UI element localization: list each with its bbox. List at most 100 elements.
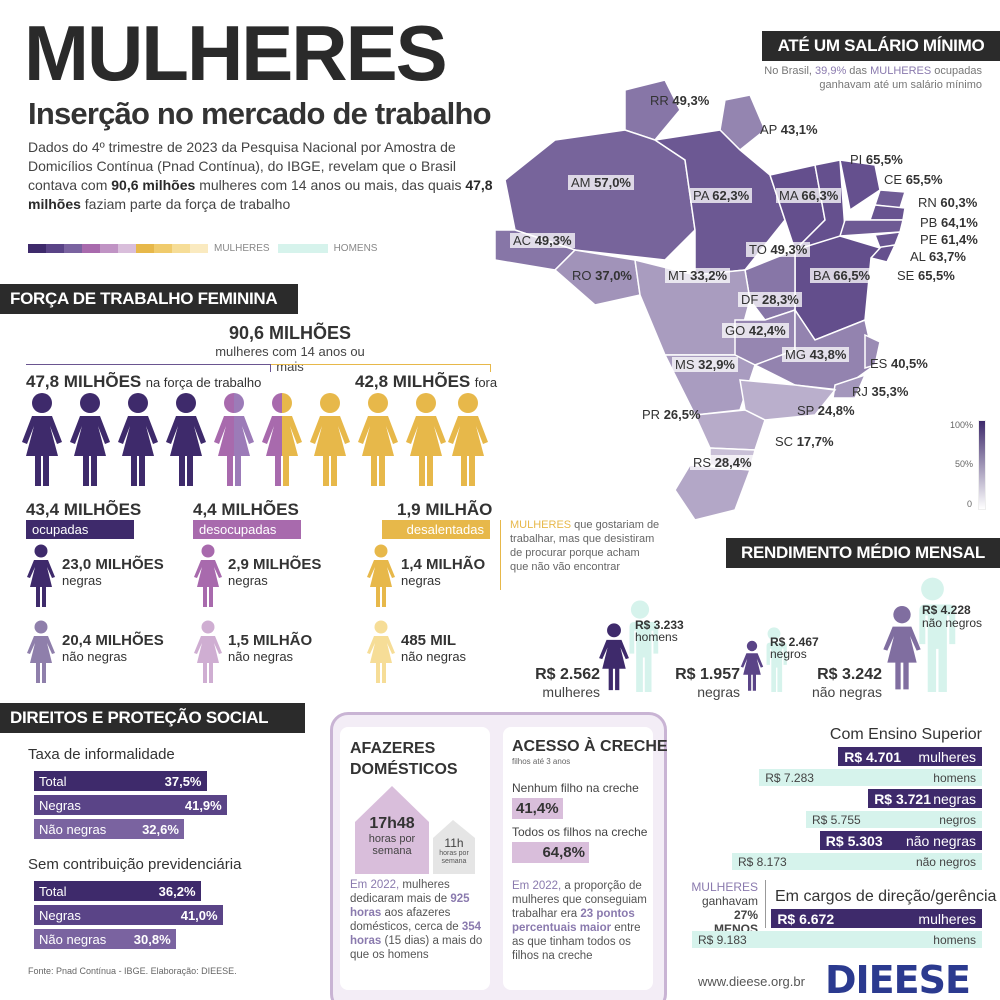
- map-state-value: 49,3%: [672, 93, 710, 108]
- in-force-heading: 47,8 MILHÕES na força de trabalho: [26, 372, 262, 391]
- desocupadas-value: 4,4 MILHÕES: [193, 500, 299, 519]
- map-state-code: AP: [760, 122, 778, 137]
- creche-todos-label: Todos os filhos na creche: [512, 825, 648, 839]
- map-state-rj: [832, 373, 867, 399]
- contrib-bars: Total 36,2% Negras 41,0% Não negras 30,8%: [34, 881, 223, 953]
- superior-bar-4: R$ 5.303 não negras: [819, 831, 982, 850]
- superior-bar-3: R$ 5.755 negros: [805, 811, 982, 828]
- direitos-section-title: DIREITOS E PROTEÇÃO SOCIAL: [0, 703, 305, 733]
- map-state-code: RO: [572, 268, 592, 283]
- superior-bar-value: R$ 8.173: [738, 854, 787, 869]
- map-state-code: MS: [675, 357, 695, 372]
- map-label-df: DF 28,3%: [738, 292, 802, 307]
- rend-homens: R$ 3.233 homens: [635, 618, 684, 644]
- woman-icon-4: [166, 393, 206, 486]
- forca-section-title: FORÇA DE TRABALHO FEMININA: [0, 284, 298, 314]
- woman-icon-5: [214, 393, 254, 486]
- map-state-value: 63,7%: [929, 249, 966, 264]
- oc-negras: 23,0 MILHÕES negras: [62, 556, 164, 588]
- rend-negros: R$ 2.467 negros: [770, 635, 819, 661]
- map-label-ac: AC 49,3%: [510, 233, 575, 248]
- footer-site[interactable]: www.dieese.org.br: [698, 974, 805, 989]
- map-state-value: 65,5%: [917, 268, 955, 283]
- map-label-es: ES 40,5%: [870, 356, 928, 371]
- woman-icon-negras: [740, 640, 764, 691]
- ocupadas-value: 43,4 MILHÕES: [26, 500, 142, 519]
- map-state-code: BA: [813, 268, 830, 283]
- map-label-sp: SP 24,8%: [797, 403, 855, 418]
- intro-text: Dados do 4º trimestre de 2023 da Pesquis…: [28, 139, 493, 212]
- map-state-rr: [624, 80, 681, 141]
- superior-bar-2: R$ 3.721 negras: [868, 789, 982, 808]
- map-state-code: GO: [725, 323, 746, 338]
- desalento-note: MULHERES que gostariam de trabalhar, mas…: [510, 519, 660, 573]
- woman-icon-des-nao-negras: [194, 620, 222, 683]
- map-state-value: 42,4%: [748, 323, 786, 338]
- map-label-rn: RN 60,3%: [918, 195, 977, 210]
- woman-icon-10: [448, 393, 488, 486]
- map-label-mg: MG 43,8%: [782, 347, 850, 362]
- legend-men-label: HOMENS: [333, 243, 378, 254]
- out-force-heading: 42,8 MILHÕES fora: [355, 372, 498, 391]
- map-state-value: 43,1%: [780, 122, 818, 137]
- contrib-bar-1: Negras 41,0%: [34, 905, 223, 925]
- map-state-value: 66,5%: [833, 268, 871, 283]
- direcao-bar-0: R$ 6.672 mulheres: [771, 909, 982, 928]
- map-state-code: PI: [850, 152, 863, 167]
- map-state-code: TO: [749, 242, 767, 257]
- map-state-code: MG: [785, 347, 806, 362]
- woman-icon-2: [70, 393, 110, 486]
- desalentadas-value: 1,9 MILHÃO: [397, 500, 493, 519]
- forca-total: 90,6 MILHÕES mulheres com 14 anos ou mai…: [215, 323, 365, 374]
- direcao-bar-value: R$ 9.183: [698, 932, 747, 947]
- salario-section-title: ATÉ UM SALÁRIO MÍNIMO: [762, 31, 1000, 61]
- map-state-pr: [693, 409, 766, 451]
- scale-mid: 50%: [955, 459, 974, 469]
- map-state-es: [864, 333, 881, 370]
- dal-negras: 1,4 MILHÃO negras: [401, 556, 486, 588]
- woman-icon-oc-negras: [27, 544, 55, 607]
- contrib-bar-label: Negras: [39, 907, 81, 923]
- creche-text: Em 2022, a proporção de mulheres que con…: [512, 880, 647, 962]
- informal-bar-1: Negras 41,9%: [34, 795, 227, 815]
- direcao-bar-1: R$ 9.183 homens: [692, 931, 982, 948]
- superior-bar-label: mulheres: [918, 748, 976, 765]
- dal-nao-negras: 485 MIL não negras: [401, 632, 467, 664]
- direcao-bar-value: R$ 6.672: [777, 910, 835, 927]
- contrib-bar-label: Não negras: [39, 931, 107, 947]
- map-label-ma: MA 66,3%: [776, 188, 842, 203]
- map-state-code: PR: [642, 407, 661, 422]
- map-state-value: 62,3%: [712, 188, 750, 203]
- superior-bar-value: R$ 3.721: [874, 790, 932, 807]
- map-state-ap: [719, 94, 766, 152]
- map-label-ro: RO 37,0%: [572, 268, 632, 283]
- superior-bar-label: homens: [933, 770, 976, 785]
- ocupadas-label: ocupadas: [26, 520, 134, 539]
- map-state-code: AC: [513, 233, 532, 248]
- creche-todos-value: 64,8%: [512, 842, 589, 863]
- page-subtitle: Inserção no mercado de trabalho: [28, 96, 492, 131]
- map-state-code: ES: [870, 356, 888, 371]
- bracket-out-force: [271, 364, 491, 372]
- des-negras: 2,9 MILHÕES negras: [228, 556, 322, 588]
- informal-bar-value: 37,5%: [164, 773, 202, 789]
- map-state-value: 35,3%: [871, 384, 909, 399]
- desalentadas-label: desalentadas: [382, 520, 490, 539]
- map-state-value: 49,3%: [770, 242, 808, 257]
- map-state-code: AM: [571, 175, 591, 190]
- map-state-value: 26,5%: [663, 407, 701, 422]
- map-state-value: 66,3%: [801, 188, 839, 203]
- woman-icon-9: [406, 393, 446, 486]
- superior-bar-value: R$ 7.283: [765, 770, 814, 785]
- bracket-in-force: [26, 364, 271, 372]
- woman-icon-6: [262, 393, 302, 486]
- afazeres-text: Em 2022, mulheres dedicaram mais de 925 …: [350, 879, 483, 961]
- woman-icon-mulheres: [599, 623, 629, 691]
- map-state-code: AL: [910, 249, 926, 264]
- map-label-ms: MS 32,9%: [672, 357, 738, 372]
- map-state-value: 64,1%: [940, 215, 978, 230]
- informal-bar-label: Negras: [39, 797, 81, 813]
- map-label-rs: RS 28,4%: [690, 455, 755, 470]
- rend-mulheres: R$ 2.562 mulheres: [535, 666, 600, 700]
- direcao-title: Em cargos de direção/gerência: [775, 888, 997, 905]
